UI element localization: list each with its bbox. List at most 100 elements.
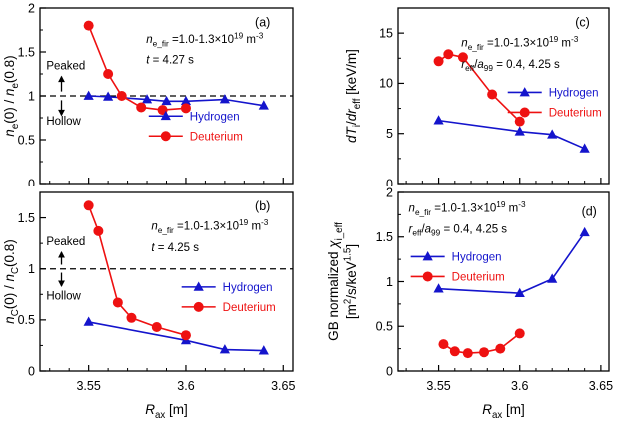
data-point-circle bbox=[422, 271, 433, 282]
data-point-triangle bbox=[433, 115, 444, 125]
data-point-triangle bbox=[258, 345, 269, 355]
series-deuterium bbox=[438, 328, 525, 359]
annotation-text: ne_fir =1.0-1.3×1019 m-3 bbox=[151, 218, 268, 235]
axes: 3.55 3.6 3.65 0 0.5 1 1.5 2 bbox=[376, 185, 613, 393]
series-deuterium bbox=[433, 49, 525, 127]
data-point-circle bbox=[180, 330, 191, 341]
data-point-triangle bbox=[514, 287, 525, 298]
series-deuterium bbox=[83, 200, 191, 341]
y-tick-label: 1.5 bbox=[376, 230, 393, 244]
data-point-triangle bbox=[83, 316, 94, 326]
series-deuterium bbox=[83, 20, 191, 116]
data-point-triangle bbox=[83, 90, 94, 100]
arrow-down-icon bbox=[58, 272, 65, 287]
panel-label: (d) bbox=[582, 204, 597, 218]
y-tick-label: 0 bbox=[28, 364, 35, 378]
x-tick-label: 3.65 bbox=[589, 379, 613, 393]
chart-svg-a: 0 0.5 1 1.5 2 ne_fir =1.0-1.3×1019 m-3 t = 4.2… bbox=[2, 1, 294, 191]
legend: Hydrogen Deuterium bbox=[148, 110, 243, 143]
panel-label: (a) bbox=[255, 15, 270, 29]
annotation-text: t = 4.25 s bbox=[151, 242, 199, 254]
legend-label: Hydrogen bbox=[190, 111, 240, 123]
data-point-circle bbox=[443, 49, 454, 60]
data-point-circle bbox=[433, 56, 444, 67]
annotation-text: reff/a99 = 0.4, 4.25 s bbox=[461, 59, 560, 73]
data-point-circle bbox=[103, 69, 114, 79]
data-point-triangle bbox=[219, 94, 230, 104]
y-tick-label: 1 bbox=[386, 275, 393, 289]
annotation-text: Peaked bbox=[46, 236, 85, 248]
data-point-circle bbox=[519, 107, 530, 118]
data-point-circle bbox=[514, 328, 525, 339]
legend-label: Deuterium bbox=[452, 272, 505, 284]
axes: 3.55 3.6 3.65 0 0.5 1 1.5 bbox=[18, 191, 295, 393]
series-hydrogen bbox=[433, 115, 590, 153]
y-tick-label: 0.5 bbox=[18, 133, 35, 147]
data-point-circle bbox=[514, 116, 525, 127]
legend: Hydrogen Deuterium bbox=[507, 87, 602, 120]
legend: Hydrogen Deuterium bbox=[410, 251, 505, 284]
data-point-circle bbox=[495, 343, 506, 354]
data-point-circle bbox=[136, 102, 147, 113]
arrow-up-icon bbox=[58, 75, 65, 92]
data-point-triangle bbox=[579, 226, 590, 237]
data-point-triangle bbox=[422, 251, 433, 261]
series-hydrogen bbox=[83, 316, 269, 355]
annotation-text: ne_fir =1.0-1.3×1019 m-3 bbox=[146, 32, 263, 49]
panel-a: 0 0.5 1 1.5 2 ne_fir =1.0-1.3×1019 m-3 t = 4.2… bbox=[0, 0, 309, 191]
y-tick-label: 2 bbox=[28, 1, 35, 15]
legend-label: Deuterium bbox=[549, 108, 602, 120]
series-hydrogen bbox=[433, 226, 590, 298]
data-point-triangle bbox=[160, 110, 171, 121]
legend-label: Deuterium bbox=[223, 302, 276, 314]
y-axis-label: nC(0) / nC(0.8) bbox=[2, 239, 21, 324]
data-point-triangle bbox=[519, 87, 530, 97]
y-tick-label: 0.5 bbox=[18, 313, 35, 327]
annotation-text: Hollow bbox=[46, 116, 81, 128]
legend: Hydrogen Deuterium bbox=[181, 281, 276, 314]
data-point-circle bbox=[83, 20, 94, 31]
data-point-triangle bbox=[514, 126, 525, 136]
y-tick-label: 0.5 bbox=[376, 320, 393, 334]
data-point-circle bbox=[180, 103, 191, 114]
y-tick-label: 0 bbox=[28, 177, 35, 186]
y-axis-label: dTi/dreff [keV/m] bbox=[344, 49, 363, 143]
arrow-down-icon bbox=[58, 100, 65, 117]
data-point-triangle bbox=[103, 91, 114, 101]
data-point-circle bbox=[449, 346, 460, 357]
y-axis-label: GB normalized χi_eff bbox=[326, 222, 345, 341]
data-point-triangle bbox=[258, 100, 269, 110]
panel-c: 0 5 10 15 ne_fir =1.0-1.3×1019 m-3 reff/a99 =… bbox=[309, 0, 618, 191]
x-tick-label: 3.65 bbox=[271, 379, 295, 393]
y-axis-label: [m2/s/keV1.5] bbox=[343, 244, 359, 319]
data-point-circle bbox=[457, 52, 468, 63]
panel-b: 3.55 3.6 3.65 0 0.5 1 1.5 ne_fir =1.0-1.3×1019 … bbox=[0, 186, 309, 421]
annotation-text: ne_fir =1.0-1.3×1019 m-3 bbox=[461, 35, 578, 52]
x-tick-label: 3.6 bbox=[177, 379, 194, 393]
x-tick-label: 3.55 bbox=[76, 379, 100, 393]
series-hydrogen bbox=[83, 90, 269, 110]
axes: 0 0.5 1 1.5 2 bbox=[18, 1, 294, 191]
y-tick-label: 1.5 bbox=[18, 211, 35, 225]
x-axis-label: Rax [m] bbox=[482, 402, 525, 421]
data-point-circle bbox=[438, 339, 449, 350]
axes: 0 5 10 15 bbox=[379, 7, 610, 191]
y-tick-label: 1 bbox=[28, 89, 35, 103]
y-tick-label: 10 bbox=[379, 77, 393, 91]
y-axis-label: ne(0) / ne(0.8) bbox=[2, 55, 21, 136]
legend-label: Hydrogen bbox=[549, 88, 599, 100]
chart-svg-b: 3.55 3.6 3.65 0 0.5 1 1.5 ne_fir =1.0-1.3×1019 … bbox=[2, 191, 295, 421]
panel-label: (c) bbox=[575, 15, 590, 29]
data-point-circle bbox=[462, 348, 473, 359]
annotation-text: reff/a99 = 0.4, 4.25 s bbox=[409, 223, 508, 237]
data-point-circle bbox=[160, 131, 171, 142]
legend-label: Hydrogen bbox=[452, 252, 502, 264]
annotation-text: Peaked bbox=[46, 61, 85, 73]
y-tick-label: 2 bbox=[386, 186, 393, 199]
chart-svg-c: 0 5 10 15 ne_fir =1.0-1.3×1019 m-3 reff/a99 =… bbox=[344, 7, 610, 191]
panel-d: 3.55 3.6 3.65 0 0.5 1 1.5 2 ne_fir =1.0-1.3×1019… bbox=[309, 185, 618, 421]
data-point-triangle bbox=[579, 143, 590, 153]
data-point-triangle bbox=[547, 273, 558, 283]
data-point-triangle bbox=[161, 95, 172, 106]
legend-label: Deuterium bbox=[190, 131, 243, 143]
